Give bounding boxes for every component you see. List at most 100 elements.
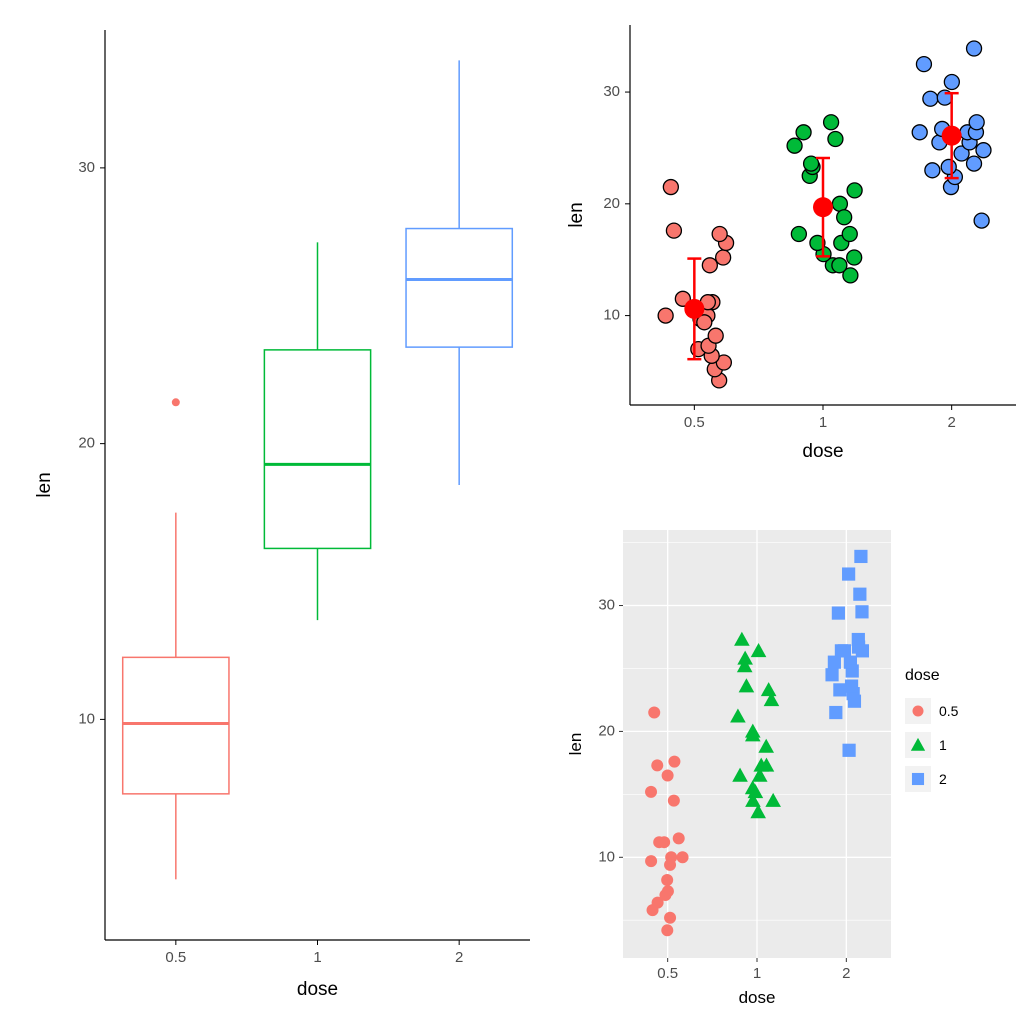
jitter-point bbox=[662, 769, 674, 781]
jitter-point bbox=[856, 644, 869, 657]
outlier-point bbox=[172, 398, 180, 406]
jitter-point bbox=[974, 213, 989, 228]
y-tick-label: 10 bbox=[603, 307, 620, 324]
boxplot-chart: 10 20 30 0.5 1 2 len dose bbox=[10, 10, 540, 1026]
jitter-point bbox=[651, 759, 663, 771]
jitter-point bbox=[967, 41, 982, 56]
mean-point bbox=[684, 299, 704, 319]
jitter-point bbox=[828, 656, 841, 669]
jitter-point bbox=[846, 664, 859, 677]
x-axis-title: dose bbox=[802, 441, 843, 462]
box bbox=[406, 229, 512, 348]
mean-point bbox=[942, 126, 962, 146]
jitter-point bbox=[976, 143, 991, 158]
y-tick-label: 20 bbox=[78, 435, 95, 452]
jitter-point bbox=[969, 115, 984, 130]
jitter-point bbox=[664, 859, 676, 871]
jitter-point bbox=[842, 567, 855, 580]
jitter-point bbox=[847, 183, 862, 198]
jitter-point bbox=[708, 328, 723, 343]
mean-point bbox=[813, 197, 833, 217]
y-tick-label: 10 bbox=[78, 710, 95, 727]
jitter-point bbox=[663, 180, 678, 195]
y-tick-label: 30 bbox=[78, 159, 95, 176]
x-axis-title: dose bbox=[297, 979, 338, 1000]
jitter-point bbox=[824, 115, 839, 130]
jitter-point bbox=[825, 668, 838, 681]
jitter-point bbox=[837, 210, 852, 225]
jitter-point bbox=[658, 308, 673, 323]
jitter-point bbox=[662, 885, 674, 897]
y-tick-label: 30 bbox=[598, 596, 615, 613]
jitter-point bbox=[664, 912, 676, 924]
jitter-point bbox=[661, 874, 673, 886]
jitter-point bbox=[645, 855, 657, 867]
x-tick-label: 2 bbox=[842, 965, 850, 982]
legend-label: 1 bbox=[939, 737, 947, 753]
y-tick-label: 30 bbox=[603, 83, 620, 100]
y-axis-title: len bbox=[566, 733, 585, 756]
jitter-point bbox=[842, 227, 857, 242]
jitter-point bbox=[838, 644, 851, 657]
jitter-errorbar-chart: 10 20 30 0.5 1 2 len dose bbox=[555, 10, 1026, 490]
jitter-point bbox=[847, 250, 862, 265]
box bbox=[264, 350, 370, 549]
jitter-point bbox=[673, 832, 685, 844]
jitter-point bbox=[925, 163, 940, 178]
x-tick-label: 0.5 bbox=[165, 949, 186, 966]
jitter-point bbox=[668, 795, 680, 807]
jitter-point bbox=[829, 706, 842, 719]
jitter-point bbox=[912, 125, 927, 140]
jitter-point bbox=[661, 924, 673, 936]
x-tick-label: 1 bbox=[819, 414, 827, 431]
jitter-point bbox=[712, 227, 727, 242]
jitter-point bbox=[842, 744, 855, 757]
legend-label: 0.5 bbox=[939, 703, 959, 719]
legend-label: 2 bbox=[939, 771, 947, 787]
jitter-point bbox=[855, 605, 868, 618]
x-tick-label: 0.5 bbox=[684, 414, 705, 431]
jitter-point bbox=[796, 125, 811, 140]
jitter-shapes-chart: 10 20 30 0.5 1 2 len dose dose 0.5 1 2 bbox=[555, 515, 1026, 1026]
jitter-point bbox=[916, 57, 931, 72]
jitter-point bbox=[832, 196, 847, 211]
y-tick-label: 10 bbox=[598, 848, 615, 865]
jitter-point bbox=[648, 707, 660, 719]
jitter-point bbox=[913, 706, 924, 717]
jitter-point bbox=[832, 258, 847, 273]
x-tick-label: 2 bbox=[947, 414, 955, 431]
box bbox=[123, 657, 229, 794]
x-tick-label: 1 bbox=[753, 965, 761, 982]
legend: dose 0.5 1 2 bbox=[905, 667, 959, 792]
jitter-point bbox=[832, 606, 845, 619]
jitter-point bbox=[833, 683, 846, 696]
jitter-point bbox=[941, 159, 956, 174]
y-axis-title: len bbox=[34, 472, 55, 497]
jitter-point bbox=[787, 138, 802, 153]
x-tick-label: 2 bbox=[455, 949, 463, 966]
jitter-point bbox=[845, 679, 858, 692]
jitter-point bbox=[645, 786, 657, 798]
jitter-point bbox=[716, 250, 731, 265]
jitter-point bbox=[852, 633, 865, 646]
jitter-point bbox=[668, 756, 680, 768]
x-axis-title: dose bbox=[739, 988, 776, 1007]
jitter-point bbox=[702, 258, 717, 273]
jitter-point bbox=[923, 91, 938, 106]
x-tick-label: 0.5 bbox=[657, 965, 678, 982]
jitter-point bbox=[666, 223, 681, 238]
jitter-point bbox=[853, 588, 866, 601]
jitter-point bbox=[828, 132, 843, 147]
jitter-point bbox=[791, 227, 806, 242]
jitter-point bbox=[912, 773, 924, 785]
jitter-point bbox=[854, 550, 867, 563]
y-tick-label: 20 bbox=[603, 195, 620, 212]
jitter-point bbox=[967, 156, 982, 171]
x-tick-label: 1 bbox=[313, 949, 321, 966]
y-tick-label: 20 bbox=[598, 722, 615, 739]
y-axis-title: len bbox=[566, 202, 587, 227]
jitter-point bbox=[653, 836, 665, 848]
legend-title: dose bbox=[905, 667, 940, 684]
jitter-point bbox=[677, 851, 689, 863]
jitter-point bbox=[944, 75, 959, 90]
